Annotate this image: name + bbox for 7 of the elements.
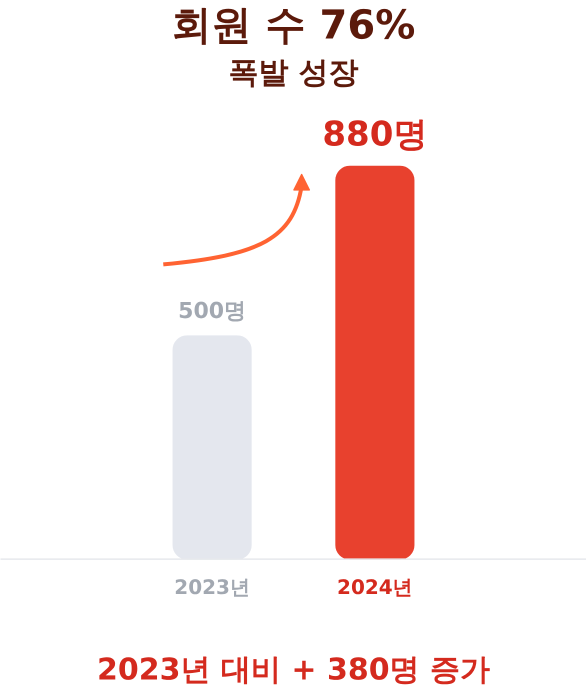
data-label: 880명 (322, 114, 428, 154)
x-tick-label: 2024년 (337, 574, 413, 599)
text: 2023년 대비 + 380명 증가 (96, 652, 490, 688)
x-tick-label: 2023년 (174, 574, 250, 599)
chart-title: 회원 수 76% (172, 2, 416, 48)
chart-subtitle: 폭발 성장 (228, 56, 359, 90)
data-label: 500명 (178, 299, 246, 324)
